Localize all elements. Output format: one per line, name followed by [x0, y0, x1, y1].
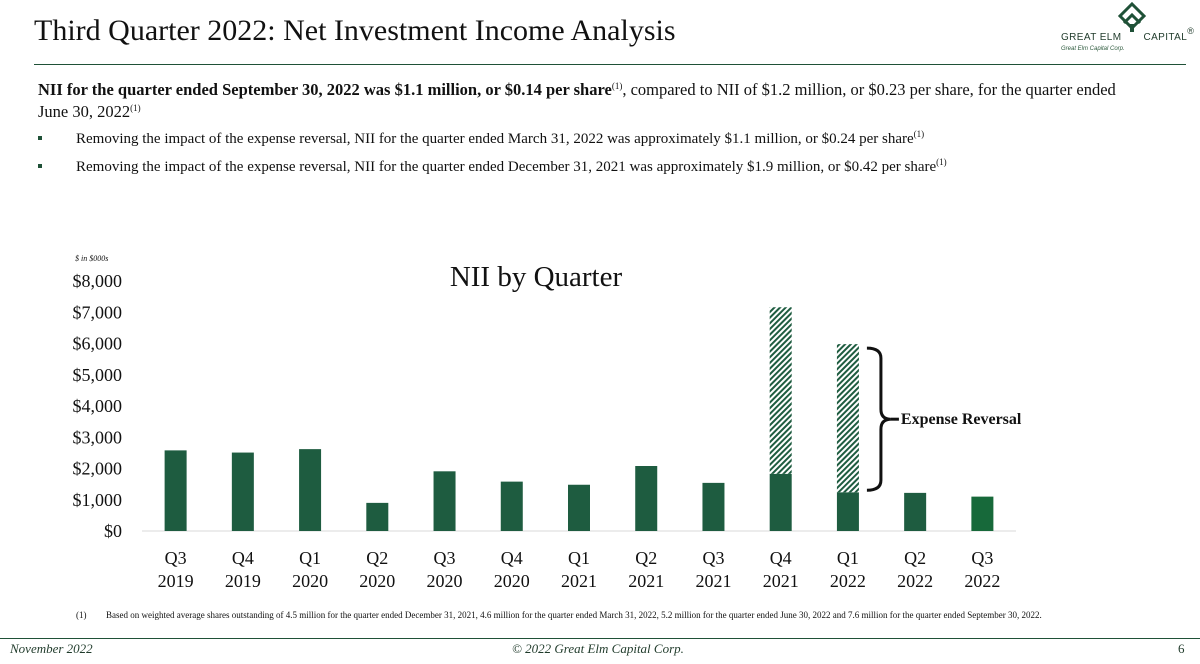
y-tick-label: $0	[104, 521, 122, 541]
y-tick-label: $4,000	[73, 396, 123, 416]
x-tick-label-year: 2020	[292, 571, 328, 591]
bar-nii	[769, 473, 792, 531]
x-tick-label-year: 2019	[158, 571, 194, 591]
company-logo: GREAT ELM CAPITAL® Great Elm Capital Corp…	[1058, 2, 1194, 58]
bar-nii	[433, 471, 456, 531]
y-tick-label: $3,000	[73, 427, 123, 447]
y-tick-label: $2,000	[73, 459, 123, 479]
bar-nii	[635, 466, 658, 531]
annotation-label: Expense Reversal	[901, 411, 1022, 428]
bar-nii	[971, 496, 994, 531]
x-tick-label-year: 2022	[897, 571, 933, 591]
bar-nii	[836, 492, 859, 531]
annotation-brace	[866, 346, 892, 492]
nii-bar-chart: NII by Quarter $ in $000s $0 $1,000 $2,000 $3…	[73, 254, 1022, 591]
x-tick-label-quarter: Q3	[434, 548, 456, 568]
page-title: Third Quarter 2022: Net Investment Incom…	[34, 14, 676, 47]
x-tick-label-quarter: Q4	[501, 548, 523, 568]
x-tick-label-quarter: Q1	[568, 548, 590, 568]
x-tick-label-quarter: Q2	[904, 548, 926, 568]
x-tick-label-year: 2021	[763, 571, 799, 591]
footer-divider	[0, 638, 1200, 639]
header-divider	[34, 64, 1186, 65]
x-tick-label-year: 2019	[225, 571, 261, 591]
bar-nii	[904, 492, 927, 531]
y-tick-label: $7,000	[73, 302, 123, 322]
x-tick-label-quarter: Q3	[971, 548, 993, 568]
bullet-q1-2022: Removing the impact of the expense rever…	[38, 130, 924, 148]
bar-expense-reversal	[769, 307, 792, 474]
bar-nii	[702, 482, 725, 531]
bar-nii	[164, 450, 187, 531]
bar-expense-reversal	[836, 344, 859, 493]
x-tick-label-year: 2021	[695, 571, 731, 591]
x-tick-label-quarter: Q4	[770, 548, 792, 568]
x-tick-label-year: 2022	[830, 571, 866, 591]
bar-nii	[500, 481, 523, 531]
bullet-icon	[38, 164, 42, 168]
logo-wordmark: GREAT ELM CAPITAL®	[1061, 26, 1195, 44]
x-tick-label-quarter: Q2	[635, 548, 657, 568]
logo-subtitle: Great Elm Capital Corp.	[1061, 46, 1125, 52]
x-tick-label-year: 2020	[359, 571, 395, 591]
x-tick-label-year: 2020	[494, 571, 530, 591]
bullet-icon	[38, 136, 42, 140]
x-tick-label-year: 2021	[561, 571, 597, 591]
bar-nii	[231, 452, 254, 531]
page-number: 6	[1178, 641, 1185, 656]
x-tick-label-quarter: Q2	[366, 548, 388, 568]
x-tick-label-quarter: Q4	[232, 548, 254, 568]
bar-nii	[366, 502, 389, 531]
x-tick-label-quarter: Q3	[702, 548, 724, 568]
x-tick-label-year: 2021	[628, 571, 664, 591]
chart-unit-label: $ in $000s	[75, 254, 108, 263]
y-tick-label: $5,000	[73, 365, 123, 385]
x-tick-label-year: 2020	[427, 571, 463, 591]
tree-icon	[1117, 2, 1147, 32]
x-tick-label-year: 2022	[964, 571, 1000, 591]
footer-copyright: © 2022 Great Elm Capital Corp.	[512, 641, 684, 656]
chart-title: NII by Quarter	[450, 261, 623, 293]
y-tick-label: $8,000	[73, 271, 123, 291]
bar-nii	[299, 449, 322, 531]
headline-summary: NII for the quarter ended September 30, …	[38, 80, 1116, 121]
footer-date: November 2022	[10, 641, 93, 656]
x-tick-label-quarter: Q3	[165, 548, 187, 568]
y-tick-label: $6,000	[73, 334, 123, 354]
bullet-q4-2021: Removing the impact of the expense rever…	[38, 158, 947, 176]
x-tick-label-quarter: Q1	[837, 548, 859, 568]
bar-nii	[568, 484, 590, 531]
x-tick-label-quarter: Q1	[299, 548, 321, 568]
y-tick-label: $1,000	[73, 490, 123, 510]
